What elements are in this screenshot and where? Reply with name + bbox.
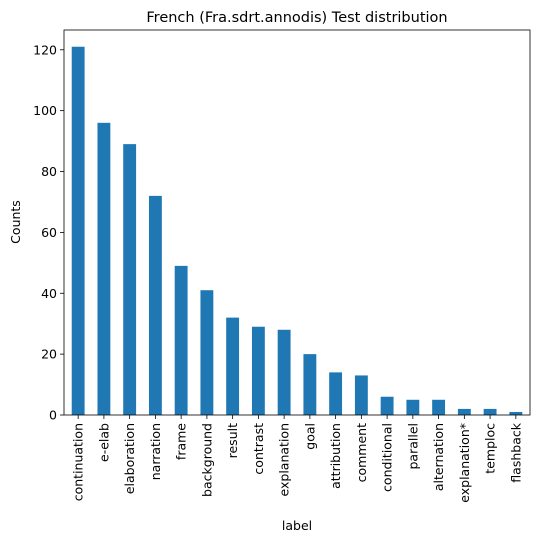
bar-parallel (406, 400, 419, 415)
bar-elaboration (123, 144, 136, 415)
bar-alternation (432, 400, 445, 415)
x-tick-label: continuation (71, 423, 86, 501)
x-tick-label: elaboration (122, 423, 137, 494)
y-tick-label: 0 (49, 408, 57, 423)
x-tick-label: narration (148, 423, 163, 480)
bar-temploc (484, 409, 497, 415)
y-tick-label: 40 (41, 286, 57, 301)
y-tick-label: 80 (41, 164, 57, 179)
y-tick-label: 20 (41, 347, 57, 362)
bar-frame (175, 266, 188, 415)
bar-contrast (252, 327, 265, 415)
x-tick-label: goal (302, 423, 317, 450)
bar-continuation (72, 47, 85, 415)
x-tick-label: alternation (431, 423, 446, 491)
bar-result (226, 318, 239, 415)
x-tick-label: comment (354, 423, 369, 482)
bar-attribution (329, 372, 342, 415)
bar-goal (303, 354, 316, 415)
x-tick-label: explanation* (457, 423, 472, 503)
y-tick-label: 120 (33, 42, 57, 57)
x-axis-label: label (282, 518, 312, 533)
x-tick-label: background (199, 423, 214, 497)
x-tick-label: contrast (251, 423, 266, 475)
bars-group (72, 47, 523, 415)
x-tick-label: temploc (483, 423, 498, 474)
x-tick-label: conditional (380, 423, 395, 492)
chart-title: French (Fra.sdrt.annodis) Test distribut… (146, 10, 447, 26)
y-axis-ticks: 0 20 40 60 80 100 120 (33, 42, 64, 422)
x-tick-label: result (225, 423, 240, 458)
bar-flashback (509, 412, 522, 415)
y-tick-label: 60 (41, 225, 57, 240)
x-tick-label: attribution (328, 423, 343, 489)
bar-comment (355, 375, 368, 415)
bar-narration (149, 196, 162, 415)
x-tick-label: explanation (277, 423, 292, 496)
x-tick-label: flashback (508, 422, 523, 482)
bar-explanation* (458, 409, 471, 415)
x-tick-label: parallel (405, 423, 420, 470)
x-tick-label: frame (174, 423, 189, 460)
x-tick-label: e-elab (96, 423, 111, 462)
x-axis-ticks: continuation e-elab elaboration narration fr… (71, 415, 524, 503)
y-axis-label: Counts (8, 200, 23, 244)
y-tick-label: 100 (33, 103, 57, 118)
bar-explanation (278, 330, 291, 415)
bar-conditional (381, 397, 394, 415)
bar-e-elab (97, 123, 110, 415)
bar-background (200, 290, 213, 415)
